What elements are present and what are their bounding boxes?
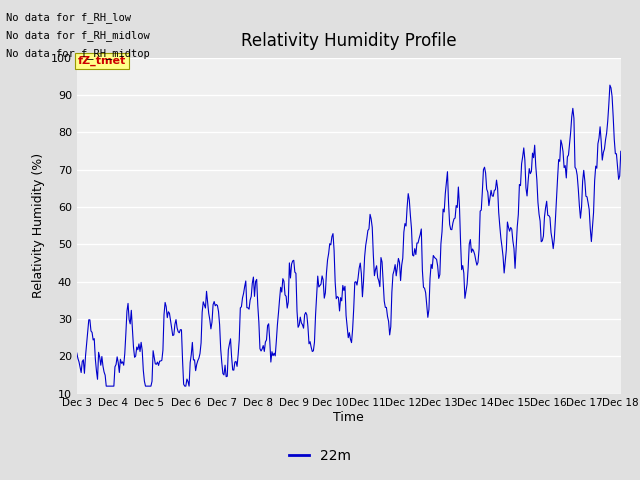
X-axis label: Time: Time [333,411,364,424]
Text: No data for f_RH_low: No data for f_RH_low [6,12,131,23]
Legend: 22m: 22m [283,443,357,468]
Text: fZ_tmet: fZ_tmet [77,56,126,66]
Text: No data for f_RH_midtop: No data for f_RH_midtop [6,48,150,60]
Text: No data for f_RH_midlow: No data for f_RH_midlow [6,30,150,41]
Y-axis label: Relativity Humidity (%): Relativity Humidity (%) [33,153,45,298]
Title: Relativity Humidity Profile: Relativity Humidity Profile [241,33,456,50]
